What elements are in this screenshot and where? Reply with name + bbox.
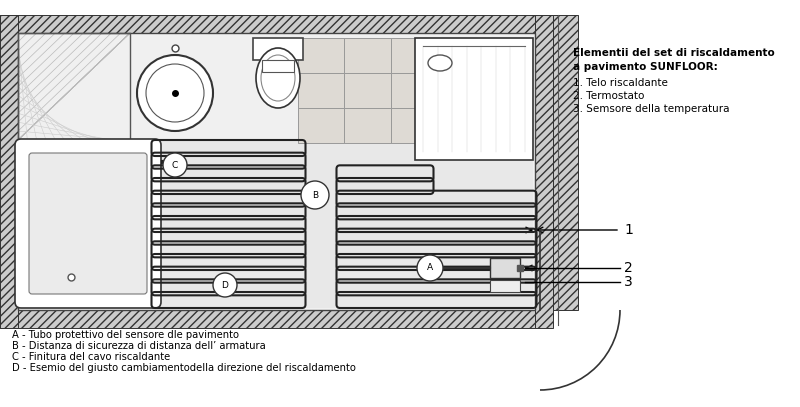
Bar	[0, 310, 535, 328]
Circle shape	[301, 181, 329, 209]
Text: B: B	[312, 190, 318, 199]
Text: 3: 3	[624, 275, 633, 289]
Text: D - Esemio del giusto cambiamentodella direzione del riscaldamento: D - Esemio del giusto cambiamentodella d…	[12, 363, 356, 373]
Text: A - Tubo protettivo del sensore dle pavimento: A - Tubo protettivo del sensore dle pavi…	[12, 330, 239, 340]
Text: D: D	[222, 280, 229, 289]
Bar	[0, 15, 558, 33]
Circle shape	[417, 255, 443, 281]
Text: A: A	[427, 263, 433, 273]
Bar	[437, 73, 483, 108]
Bar	[483, 38, 530, 73]
Bar	[0, 15, 18, 328]
Bar	[490, 280, 520, 292]
Bar	[415, 38, 533, 160]
Text: 3. Semsore della temperatura: 3. Semsore della temperatura	[573, 104, 730, 114]
Bar	[483, 73, 530, 108]
Bar	[262, 60, 294, 72]
Bar	[298, 38, 344, 73]
Bar	[155, 140, 533, 308]
Text: 1. Telo riscaldante: 1. Telo riscaldante	[573, 78, 668, 88]
Bar	[391, 108, 437, 143]
Circle shape	[137, 55, 213, 131]
Text: a pavimento SUNFLOOR:: a pavimento SUNFLOOR:	[573, 62, 718, 72]
Text: 2: 2	[624, 261, 633, 275]
Circle shape	[146, 64, 204, 122]
Ellipse shape	[256, 48, 300, 108]
Bar	[490, 258, 520, 278]
Bar	[535, 15, 553, 328]
Bar	[437, 108, 483, 143]
Ellipse shape	[261, 55, 295, 101]
Text: 2. Termostato: 2. Termostato	[573, 91, 644, 101]
Text: Elementii del set di riscaldamento: Elementii del set di riscaldamento	[573, 48, 774, 58]
Bar	[553, 15, 578, 310]
Text: B - Distanza di sicurezza di distanza dell’ armatura: B - Distanza di sicurezza di distanza de…	[12, 341, 266, 351]
FancyBboxPatch shape	[29, 153, 147, 294]
Text: C: C	[172, 160, 178, 169]
Circle shape	[213, 273, 237, 297]
Text: 1: 1	[624, 223, 633, 237]
Bar	[18, 33, 535, 310]
Bar	[344, 73, 390, 108]
Bar	[437, 38, 483, 73]
Bar	[391, 73, 437, 108]
Bar	[298, 108, 344, 143]
Text: C - Finitura del cavo riscaldante: C - Finitura del cavo riscaldante	[12, 352, 170, 362]
FancyBboxPatch shape	[15, 139, 161, 308]
Bar	[483, 108, 530, 143]
Circle shape	[163, 153, 187, 177]
Bar	[18, 33, 130, 140]
Bar	[391, 38, 437, 73]
Bar	[344, 108, 390, 143]
Ellipse shape	[428, 55, 452, 71]
Bar	[18, 33, 535, 310]
Bar	[344, 38, 390, 73]
Bar	[253, 38, 303, 60]
Bar	[298, 73, 344, 108]
